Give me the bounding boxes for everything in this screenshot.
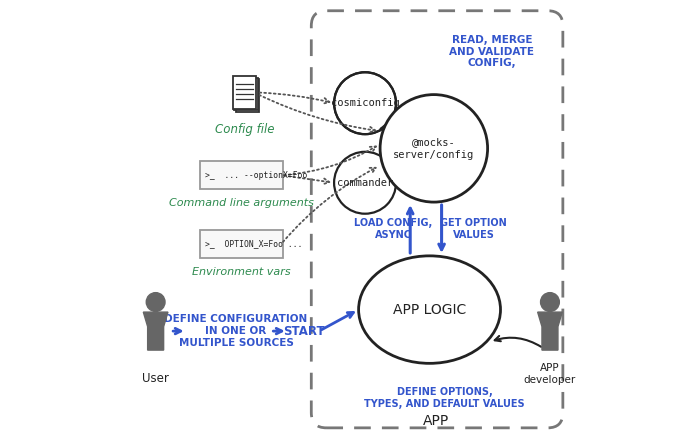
Circle shape — [146, 293, 165, 311]
Text: APP: APP — [423, 414, 449, 427]
FancyBboxPatch shape — [236, 79, 260, 111]
FancyBboxPatch shape — [233, 77, 256, 108]
Text: Config file: Config file — [215, 123, 274, 135]
Text: >_  OPTION_X=Foo ...: >_ OPTION_X=Foo ... — [205, 240, 302, 249]
Text: >_  ... --optionX=Foo: >_ ... --optionX=Foo — [205, 171, 307, 180]
FancyBboxPatch shape — [199, 230, 284, 258]
Text: User: User — [142, 372, 169, 385]
Text: commander: commander — [337, 178, 393, 188]
FancyBboxPatch shape — [199, 161, 284, 189]
Text: cosmiconfig: cosmiconfig — [330, 98, 400, 108]
Circle shape — [334, 152, 396, 214]
Text: Command line arguments: Command line arguments — [169, 198, 314, 209]
Ellipse shape — [358, 256, 500, 363]
Text: APP LOGIC: APP LOGIC — [393, 303, 466, 316]
Polygon shape — [538, 312, 562, 350]
Text: APP
developer: APP developer — [524, 363, 576, 385]
Circle shape — [334, 72, 396, 134]
Text: Environment vars: Environment vars — [192, 267, 290, 277]
Circle shape — [540, 293, 559, 311]
Text: DEFINE OPTIONS,
TYPES, AND DEFAULT VALUES: DEFINE OPTIONS, TYPES, AND DEFAULT VALUE… — [364, 387, 525, 408]
Text: DEFINE CONFIGURATION
IN ONE OR
MULTIPLE SOURCES: DEFINE CONFIGURATION IN ONE OR MULTIPLE … — [164, 314, 308, 348]
Circle shape — [380, 95, 488, 202]
Polygon shape — [144, 312, 168, 350]
Text: LOAD CONFIG,
ASYNC: LOAD CONFIG, ASYNC — [354, 218, 432, 240]
FancyBboxPatch shape — [234, 78, 258, 110]
Text: @mocks-
server/config: @mocks- server/config — [393, 137, 475, 160]
Text: GET OPTION
VALUES: GET OPTION VALUES — [440, 218, 508, 240]
Text: START: START — [284, 325, 325, 338]
Text: READ, MERGE
AND VALIDATE
CONFIG,: READ, MERGE AND VALIDATE CONFIG, — [449, 35, 534, 68]
